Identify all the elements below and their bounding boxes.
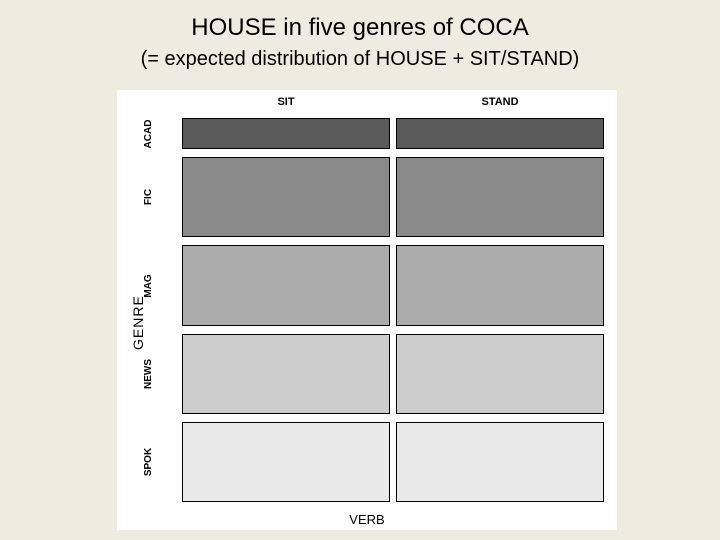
chart-subtitle: (= expected distribution of HOUSE + SIT/… (0, 48, 720, 71)
mosaic-cell (396, 422, 604, 502)
row-label: NEWS (143, 359, 154, 389)
column-header-sit: SIT (179, 96, 393, 108)
mosaic-cell (182, 118, 390, 149)
mosaic-cell (182, 334, 390, 414)
x-axis-label: VERB (117, 512, 617, 527)
mosaic-plot-panel: GENRE SIT STAND ACADFICMAGNEWSSPOK VERB (117, 90, 617, 530)
mosaic-cell (182, 422, 390, 502)
mosaic-row: SPOK (179, 418, 607, 506)
column-header-stand: STAND (393, 96, 607, 108)
row-label: SPOK (143, 448, 154, 476)
chart-title: HOUSE in five genres of COCA (0, 14, 720, 42)
mosaic-grid: ACADFICMAGNEWSSPOK (179, 114, 607, 506)
row-label: MAG (143, 274, 154, 297)
row-label: ACAD (143, 119, 154, 148)
mosaic-cell (182, 245, 390, 325)
mosaic-row: NEWS (179, 330, 607, 418)
row-label: FIC (143, 189, 154, 205)
mosaic-cell (396, 157, 604, 237)
mosaic-cell (396, 334, 604, 414)
y-axis-label: GENRE (130, 295, 146, 350)
mosaic-row: FIC (179, 153, 607, 241)
mosaic-cell (396, 245, 604, 325)
mosaic-row: ACAD (179, 114, 607, 153)
mosaic-row: MAG (179, 241, 607, 329)
column-headers: SIT STAND (179, 96, 607, 108)
mosaic-cell (396, 118, 604, 149)
mosaic-cell (182, 157, 390, 237)
